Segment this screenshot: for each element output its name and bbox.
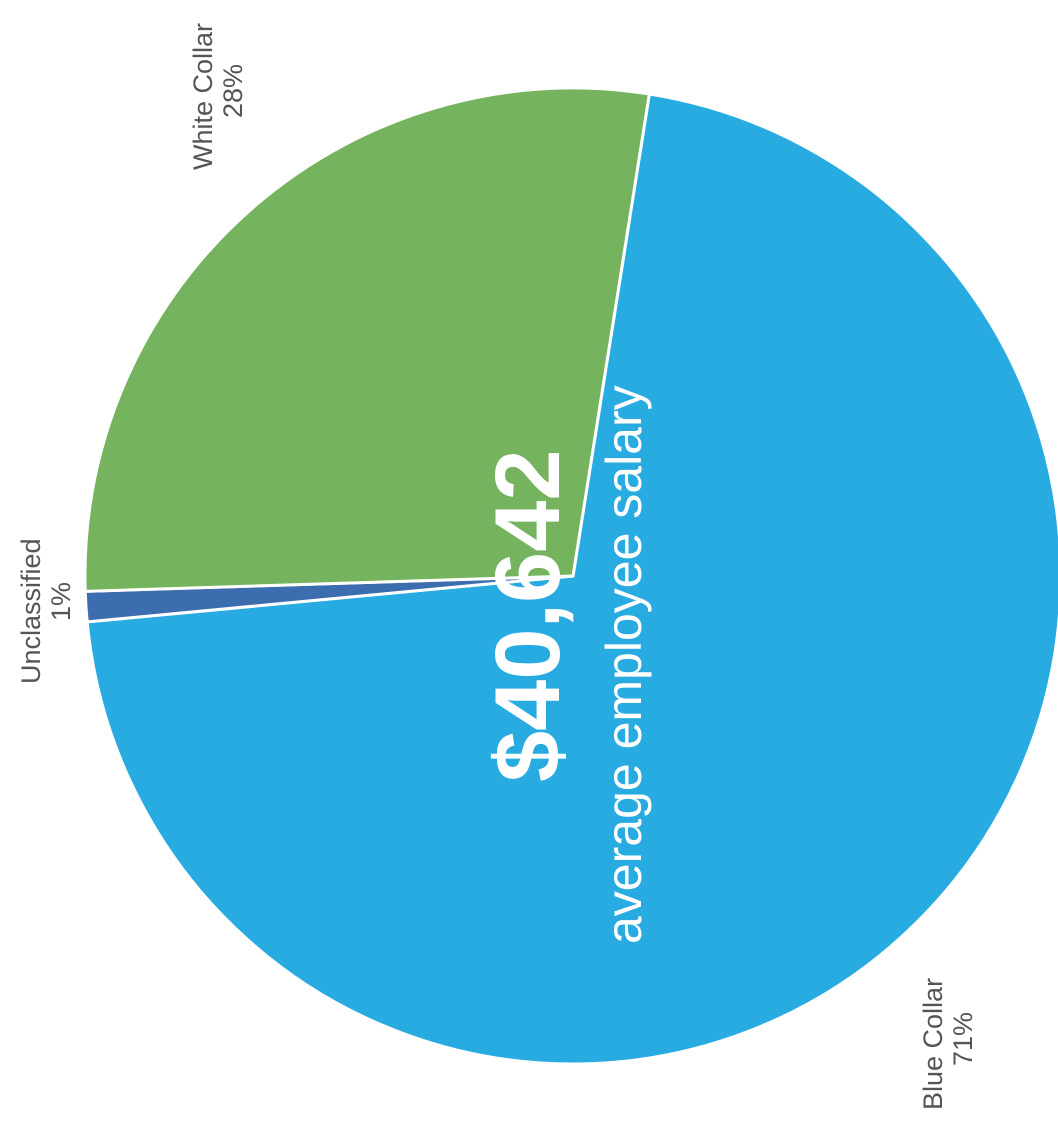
pie-slices xyxy=(83,86,1058,1066)
slice-labels: White Collar 28% Unclassified 1% Blue Co… xyxy=(16,23,978,1110)
average-salary-value: $40,642 xyxy=(477,449,579,782)
center-annotation: $40,642 average employee salary xyxy=(477,385,652,944)
label-blue-collar: Blue Collar xyxy=(918,978,948,1110)
label-white-collar: White Collar xyxy=(188,23,218,170)
slice-blue-collar xyxy=(85,92,1058,1066)
value-label-white-collar: 28% xyxy=(218,64,248,118)
value-label-blue-collar: 71% xyxy=(948,1012,978,1066)
slice-white-collar xyxy=(83,86,652,593)
label-unclassified: Unclassified xyxy=(16,538,46,684)
value-label-unclassified: 1% xyxy=(46,582,76,621)
average-salary-caption: average employee salary xyxy=(596,385,652,944)
